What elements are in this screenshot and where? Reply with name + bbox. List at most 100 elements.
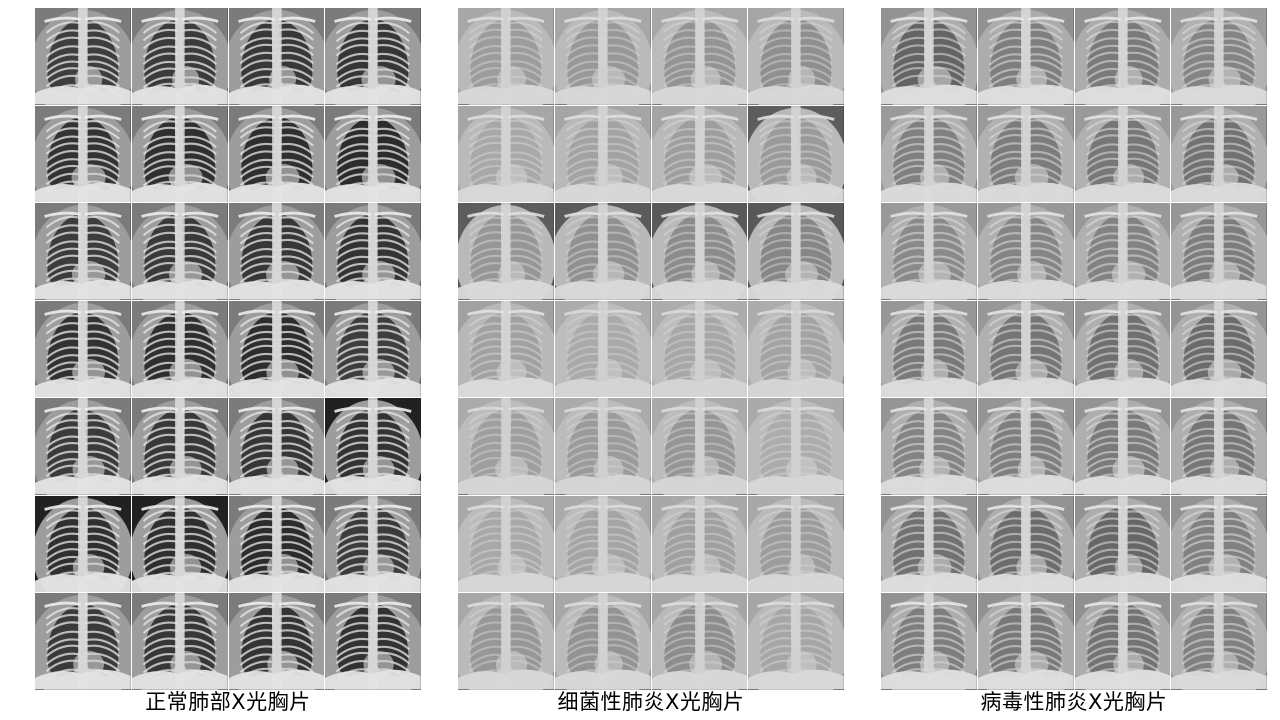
chest-xray-graphic bbox=[651, 105, 748, 202]
chest-xray-graphic bbox=[977, 593, 1074, 690]
viral-xray-image bbox=[881, 300, 977, 397]
normal-xray-image bbox=[35, 105, 131, 202]
chest-xray-graphic bbox=[228, 105, 325, 202]
bacterial-xray-image bbox=[748, 398, 844, 495]
viral-xray-image bbox=[881, 203, 977, 300]
chest-xray-graphic bbox=[35, 398, 131, 495]
normal-xray-grid bbox=[35, 8, 421, 690]
chest-xray-graphic bbox=[881, 593, 977, 690]
viral-xray-image bbox=[881, 593, 977, 690]
bacterial-xray-image bbox=[651, 495, 748, 592]
normal-xray-image bbox=[35, 495, 131, 592]
chest-xray-graphic bbox=[325, 593, 421, 690]
chest-xray-graphic bbox=[881, 203, 977, 300]
chest-xray-graphic bbox=[1171, 593, 1267, 690]
viral-xray-image bbox=[1074, 593, 1171, 690]
chest-xray-graphic bbox=[977, 398, 1074, 495]
chest-xray-graphic bbox=[651, 8, 748, 105]
bacterial-xray-image bbox=[458, 398, 554, 495]
viral-xray-image bbox=[881, 105, 977, 202]
bacterial-xray-image bbox=[651, 8, 748, 105]
chest-xray-graphic bbox=[131, 300, 228, 397]
normal-xray-image bbox=[35, 593, 131, 690]
bacterial-xray-image bbox=[748, 593, 844, 690]
viral-xray-image bbox=[1074, 8, 1171, 105]
viral-xray-image bbox=[1074, 495, 1171, 592]
chest-xray-graphic bbox=[748, 8, 844, 105]
chest-xray-graphic bbox=[1074, 105, 1171, 202]
bacterial-xray-image bbox=[748, 8, 844, 105]
chest-xray-graphic bbox=[977, 8, 1074, 105]
bacterial-xray-image bbox=[458, 8, 554, 105]
normal-xray-image bbox=[131, 300, 228, 397]
chest-xray-graphic bbox=[554, 8, 651, 105]
bacterial-xray-image bbox=[554, 105, 651, 202]
bacterial-xray-image bbox=[554, 398, 651, 495]
chest-xray-graphic bbox=[325, 495, 421, 592]
chest-xray-graphic bbox=[748, 105, 844, 202]
viral-xray-image bbox=[1074, 398, 1171, 495]
chest-xray-graphic bbox=[748, 300, 844, 397]
chest-xray-graphic bbox=[977, 203, 1074, 300]
chest-xray-graphic bbox=[35, 300, 131, 397]
bacterial-xray-image bbox=[748, 105, 844, 202]
viral-xray-image bbox=[1171, 398, 1267, 495]
chest-xray-graphic bbox=[1074, 593, 1171, 690]
bacterial-xray-image bbox=[554, 300, 651, 397]
viral-xray-image bbox=[881, 495, 977, 592]
chest-xray-graphic bbox=[881, 300, 977, 397]
chest-xray-graphic bbox=[228, 300, 325, 397]
chest-xray-graphic bbox=[1074, 300, 1171, 397]
normal-xray-caption: 正常肺部X光胸片 bbox=[145, 690, 311, 714]
bacterial-xray-image bbox=[458, 593, 554, 690]
chest-xray-graphic bbox=[458, 300, 554, 397]
viral-xray-image bbox=[1171, 8, 1267, 105]
viral-xray-panel: 病毒性肺炎X光胸片 bbox=[881, 8, 1267, 714]
chest-xray-graphic bbox=[554, 203, 651, 300]
normal-xray-image bbox=[228, 105, 325, 202]
chest-xray-graphic bbox=[458, 495, 554, 592]
chest-xray-graphic bbox=[131, 495, 228, 592]
bacterial-xray-image bbox=[554, 593, 651, 690]
chest-xray-graphic bbox=[228, 398, 325, 495]
bacterial-xray-caption: 细菌性肺炎X光胸片 bbox=[557, 690, 745, 714]
viral-xray-caption: 病毒性肺炎X光胸片 bbox=[980, 690, 1168, 714]
chest-xray-graphic bbox=[1171, 495, 1267, 592]
chest-xray-graphic bbox=[325, 8, 421, 105]
normal-xray-image bbox=[131, 8, 228, 105]
chest-xray-graphic bbox=[228, 495, 325, 592]
normal-xray-image bbox=[228, 300, 325, 397]
viral-xray-image bbox=[1171, 593, 1267, 690]
chest-xray-graphic bbox=[131, 105, 228, 202]
chest-xray-graphic bbox=[131, 203, 228, 300]
bacterial-xray-image bbox=[651, 593, 748, 690]
chest-xray-graphic bbox=[458, 398, 554, 495]
viral-xray-image bbox=[1171, 105, 1267, 202]
normal-xray-image bbox=[228, 398, 325, 495]
viral-xray-image bbox=[1074, 300, 1171, 397]
normal-xray-image bbox=[325, 105, 421, 202]
chest-xray-graphic bbox=[554, 495, 651, 592]
chest-xray-graphic bbox=[325, 398, 421, 495]
chest-xray-graphic bbox=[554, 593, 651, 690]
chest-xray-graphic bbox=[325, 105, 421, 202]
chest-xray-graphic bbox=[881, 495, 977, 592]
bacterial-xray-grid bbox=[458, 8, 844, 690]
normal-xray-image bbox=[325, 495, 421, 592]
bacterial-xray-image bbox=[554, 203, 651, 300]
bacterial-xray-image bbox=[748, 203, 844, 300]
chest-xray-graphic bbox=[554, 300, 651, 397]
chest-xray-graphic bbox=[881, 398, 977, 495]
normal-xray-image bbox=[35, 203, 131, 300]
viral-xray-image bbox=[977, 203, 1074, 300]
bacterial-xray-image bbox=[748, 300, 844, 397]
chest-xray-graphic bbox=[228, 203, 325, 300]
bacterial-xray-image bbox=[458, 105, 554, 202]
normal-xray-image bbox=[325, 593, 421, 690]
bacterial-xray-image bbox=[458, 300, 554, 397]
normal-xray-image bbox=[325, 203, 421, 300]
chest-xray-graphic bbox=[748, 495, 844, 592]
viral-xray-image bbox=[1171, 300, 1267, 397]
chest-xray-graphic bbox=[1171, 203, 1267, 300]
